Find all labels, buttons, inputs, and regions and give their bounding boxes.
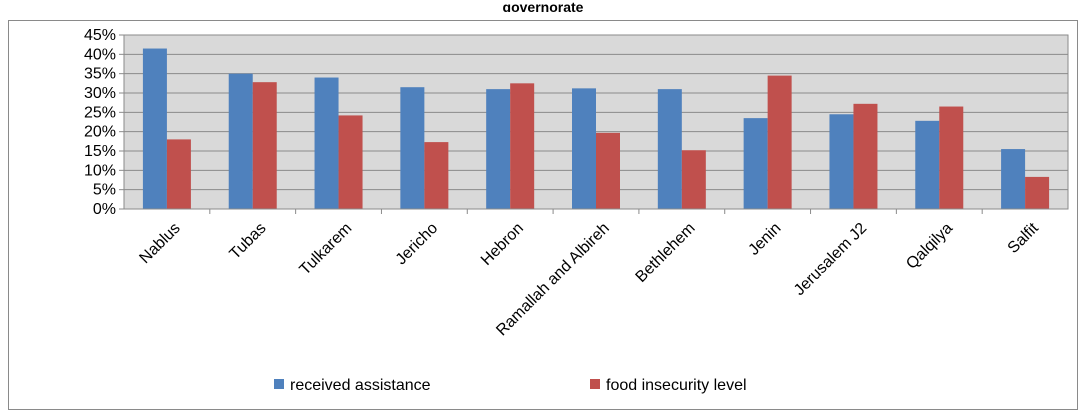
bar-received-assistance (314, 77, 339, 210)
bar-food-insecurity-level (596, 132, 620, 209)
x-category-label: Tubas (227, 220, 270, 263)
bar-food-insecurity-level (1025, 176, 1050, 209)
x-tick-labels: Nablus Tubas Tulkarem Jericho HebronRamallah… (136, 219, 1042, 339)
bar-received-assistance (743, 118, 768, 209)
bar-received-assistance (829, 114, 854, 209)
legend-label: received assistance (290, 377, 431, 394)
legend-label: food insecurity level (606, 377, 747, 394)
legend[interactable]: received assistance food insecurity level (274, 377, 747, 394)
bar-received-assistance (400, 87, 425, 209)
y-tick-label: 45% (84, 27, 116, 44)
x-category-label: Bethlehem (633, 220, 699, 286)
x-category-label: Tulkarem (297, 220, 356, 279)
y-tick-labels: 0% 5% 10% 15% 20% 25% 30% 35% 40% 45% (84, 27, 116, 218)
bar-food-insecurity-level (252, 82, 277, 209)
chart-title: governorate (502, 0, 584, 12)
bar-food-insecurity-level (767, 75, 792, 209)
x-category-label: Jericho (393, 220, 442, 269)
y-tick-label: 25% (84, 104, 116, 121)
bar-received-assistance (228, 73, 253, 210)
bar-food-insecurity-level (510, 83, 535, 209)
bar-received-assistance (142, 48, 167, 210)
y-tick-label: 0% (93, 201, 116, 218)
bar-received-assistance (1001, 149, 1026, 209)
x-category-label: Nablus (136, 220, 183, 267)
bar-received-assistance (915, 120, 940, 209)
bar-received-assistance (657, 89, 682, 209)
y-tick-label: 35% (84, 66, 116, 83)
x-category-label: Jerusalem J2 (791, 220, 870, 299)
y-tick-label: 40% (84, 46, 116, 63)
bars (142, 48, 1050, 210)
bar-food-insecurity-level (338, 115, 363, 209)
x-category-label: Qalqilya (903, 220, 956, 273)
bar-food-insecurity-level (681, 150, 706, 209)
x-category-label: Hebron (478, 220, 527, 269)
bar-received-assistance (486, 89, 511, 209)
bar-food-insecurity-level (166, 139, 191, 209)
bar-food-insecurity-level (939, 106, 964, 209)
y-tick-label: 5% (93, 182, 116, 199)
x-category-label: Jenin (745, 220, 784, 259)
bar-food-insecurity-level (424, 142, 449, 209)
y-tick-label: 30% (84, 85, 116, 102)
y-tick-label: 10% (84, 162, 116, 179)
legend-swatch (274, 379, 284, 389)
bar-received-assistance (572, 88, 596, 209)
y-tick-label: 20% (84, 124, 116, 141)
x-category-label: Salfit (1005, 219, 1043, 257)
bar-food-insecurity-level (853, 103, 878, 209)
legend-swatch (590, 379, 600, 389)
axes (119, 34, 1068, 214)
y-tick-label: 15% (84, 143, 116, 160)
